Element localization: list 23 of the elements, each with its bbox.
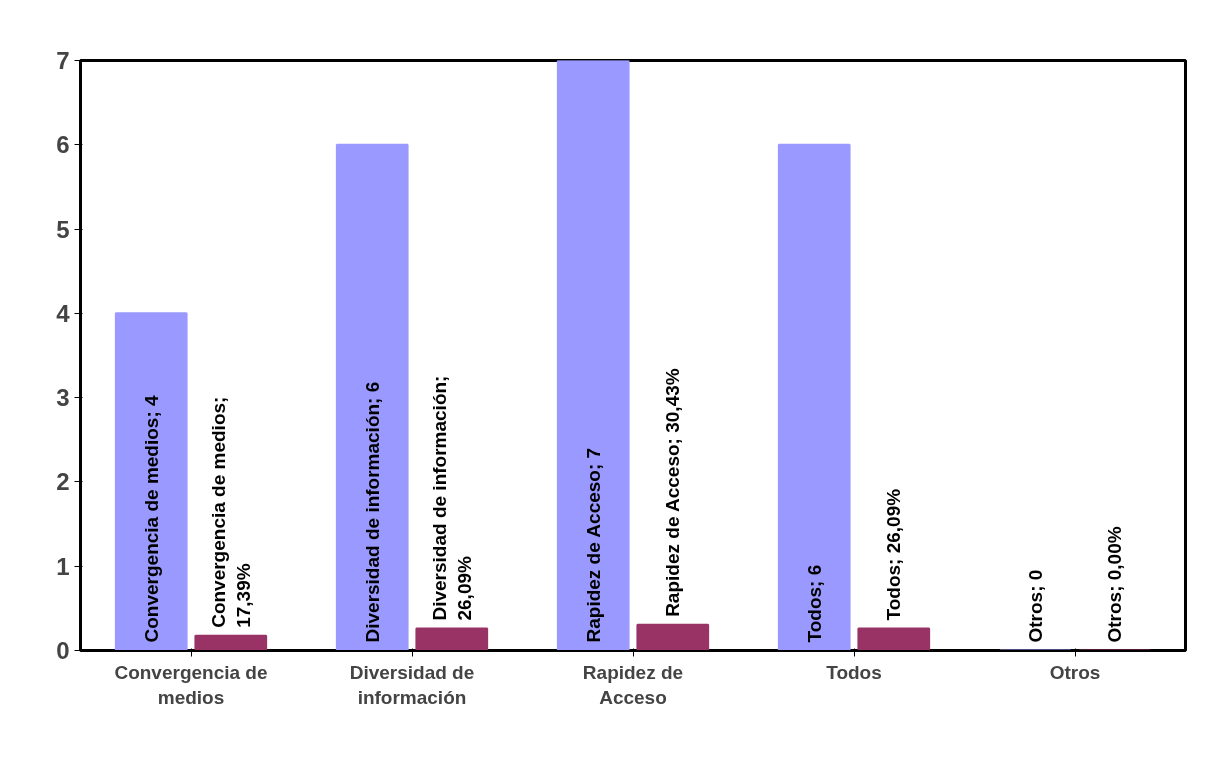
x-tick-label: Rapidez de Acceso [582,661,684,708]
y-tick-label: 7 [56,47,70,74]
data-label: Diversidad de información; 26,09% [428,375,475,621]
x-tick-label: Todos [826,661,882,683]
x-tick-label: Convergencia de medios [114,661,268,708]
data-label: Convergencia de medios; 4 [140,394,162,643]
y-tick-label: 5 [56,215,70,243]
data-label: Rapidez de Acceso; 30,43% [662,368,684,617]
data-label: Diversidad de información; 6 [361,381,383,643]
x-tick-label: Diversidad de información [349,661,475,708]
y-tick-label: 4 [56,299,71,327]
data-label: Convergencia de medios; 17,39% [207,396,254,628]
y-tick-label: 3 [56,384,70,412]
data-label: Otros; 0 [1024,569,1046,643]
data-label: Otros; 0,00% [1104,526,1126,643]
data-label: Todos; 26,09% [883,488,905,621]
y-tick-label: 0 [56,637,70,664]
data-label: Todos; 6 [803,564,825,643]
data-label: Rapidez de Acceso; 7 [582,447,604,643]
y-tick-label: 1 [56,552,70,580]
y-tick-label: 2 [56,468,70,496]
y-tick-label: 6 [56,131,70,159]
x-tick-label: Otros [1049,661,1101,683]
